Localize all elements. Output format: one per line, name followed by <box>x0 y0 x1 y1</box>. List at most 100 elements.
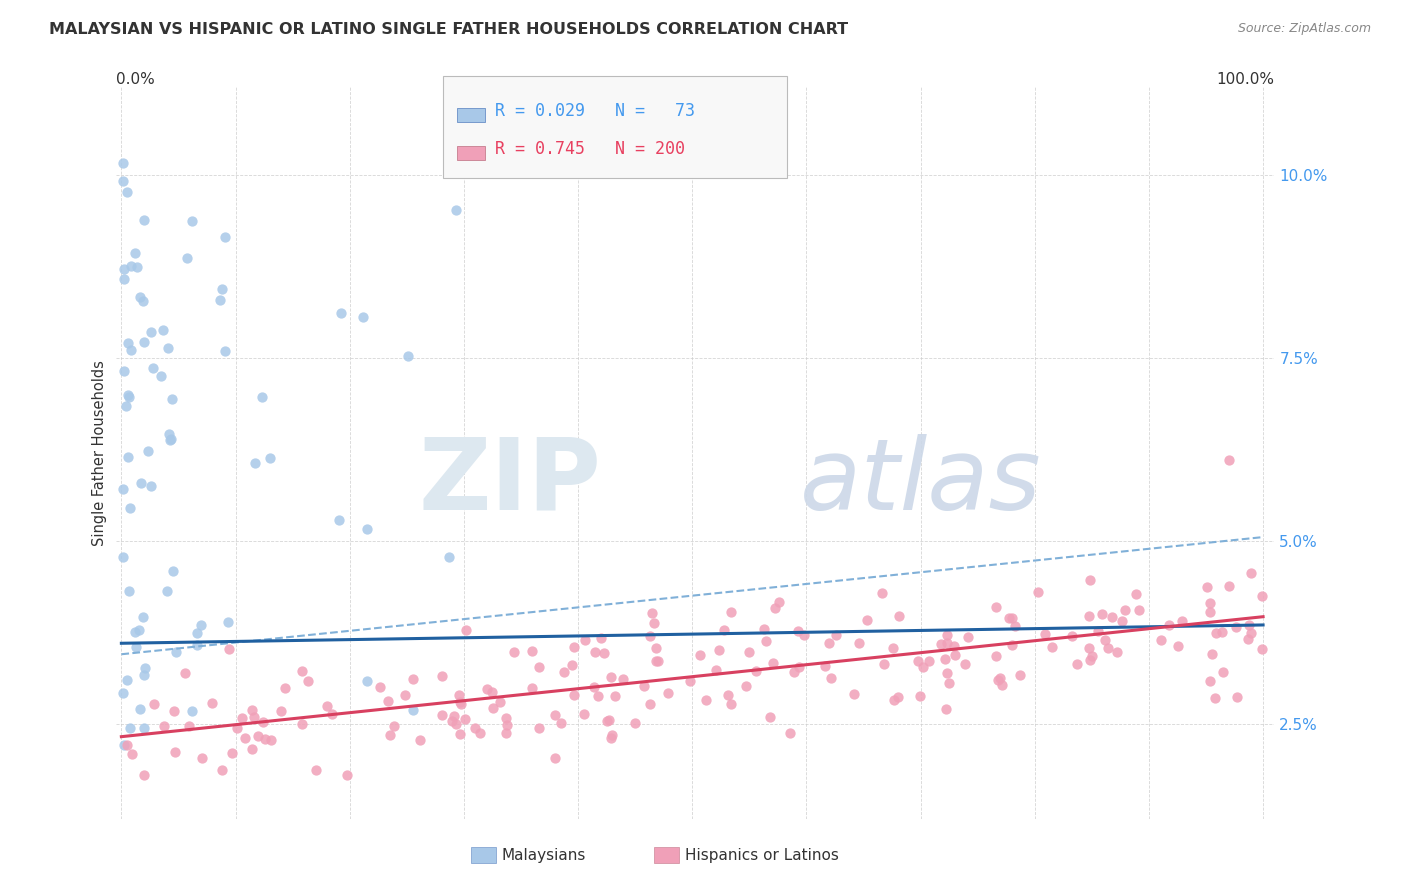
Point <box>943 639 966 653</box>
Point <box>495 711 517 725</box>
Point <box>132 768 155 782</box>
Point <box>647 654 669 668</box>
Point <box>1225 620 1247 634</box>
Point <box>738 645 761 659</box>
Point <box>1167 640 1189 654</box>
Point <box>112 363 135 377</box>
Point <box>439 549 461 564</box>
Text: Malaysians: Malaysians <box>502 848 586 863</box>
Point <box>599 731 621 746</box>
Point <box>1087 624 1109 639</box>
Point <box>252 715 274 730</box>
Point <box>124 246 146 260</box>
Point <box>430 707 453 722</box>
Point <box>825 628 848 642</box>
Point <box>328 513 350 527</box>
Point <box>304 763 326 777</box>
Point <box>233 731 256 746</box>
Point <box>1090 607 1112 621</box>
Point <box>179 719 201 733</box>
Point <box>380 728 402 742</box>
Point <box>273 681 295 696</box>
Text: R = 0.745   N = 200: R = 0.745 N = 200 <box>495 140 685 158</box>
Point <box>818 636 841 650</box>
Text: MALAYSIAN VS HISPANIC OR LATINO SINGLE FATHER HOUSEHOLDS CORRELATION CHART: MALAYSIAN VS HISPANIC OR LATINO SINGLE F… <box>49 22 848 37</box>
Point <box>115 185 138 199</box>
Point <box>998 611 1021 625</box>
Point <box>117 584 139 599</box>
Point <box>159 433 181 447</box>
Point <box>394 688 416 702</box>
Point <box>990 671 1012 685</box>
Point <box>111 174 134 188</box>
Point <box>984 648 1007 663</box>
Point <box>1078 652 1101 666</box>
Point <box>957 631 980 645</box>
Point <box>882 640 904 655</box>
Point <box>475 681 498 696</box>
Point <box>562 688 585 702</box>
Point <box>221 746 243 760</box>
Point <box>444 203 467 218</box>
Point <box>1236 632 1258 646</box>
Point <box>1078 641 1101 656</box>
Text: ZIP: ZIP <box>418 434 600 531</box>
Point <box>214 230 236 244</box>
Point <box>955 657 977 671</box>
Point <box>111 156 134 170</box>
Point <box>114 399 136 413</box>
Point <box>149 369 172 384</box>
Point <box>396 349 419 363</box>
Point <box>121 747 143 761</box>
Point <box>1237 618 1260 632</box>
Point <box>787 660 810 674</box>
Point <box>1066 657 1088 672</box>
Point <box>612 672 634 686</box>
Point <box>713 623 735 637</box>
Point <box>218 642 240 657</box>
Point <box>152 719 174 733</box>
Point <box>142 361 165 376</box>
Point <box>644 641 666 656</box>
Point <box>174 666 197 681</box>
Point <box>1205 626 1227 640</box>
Y-axis label: Single Father Households: Single Father Households <box>93 360 107 546</box>
Point <box>157 426 180 441</box>
Text: atlas: atlas <box>800 434 1042 531</box>
Point <box>125 640 148 655</box>
Point <box>605 690 627 704</box>
Point <box>446 717 468 731</box>
Point <box>368 680 391 694</box>
Point <box>717 688 740 702</box>
Point <box>592 646 614 660</box>
Point <box>468 725 491 739</box>
Point <box>336 768 359 782</box>
Point <box>240 742 263 756</box>
Point <box>553 665 575 679</box>
Point <box>1101 609 1123 624</box>
Point <box>527 722 550 736</box>
Point <box>321 707 343 722</box>
Point <box>935 635 957 649</box>
Point <box>118 501 141 516</box>
Point <box>190 750 212 764</box>
Point <box>118 390 141 404</box>
Point <box>735 679 758 693</box>
Point <box>641 606 664 620</box>
Point <box>214 343 236 358</box>
Point <box>242 710 264 724</box>
Point <box>1033 627 1056 641</box>
Point <box>447 688 470 702</box>
Point <box>502 645 524 659</box>
Point <box>115 738 138 752</box>
Point <box>112 271 135 285</box>
Point <box>112 738 135 752</box>
Point <box>409 732 432 747</box>
Point <box>689 648 711 663</box>
Point <box>1251 590 1274 604</box>
Point <box>120 721 142 735</box>
Point <box>211 282 233 296</box>
Point <box>695 693 717 707</box>
Point <box>495 726 517 740</box>
Point <box>1060 629 1083 643</box>
